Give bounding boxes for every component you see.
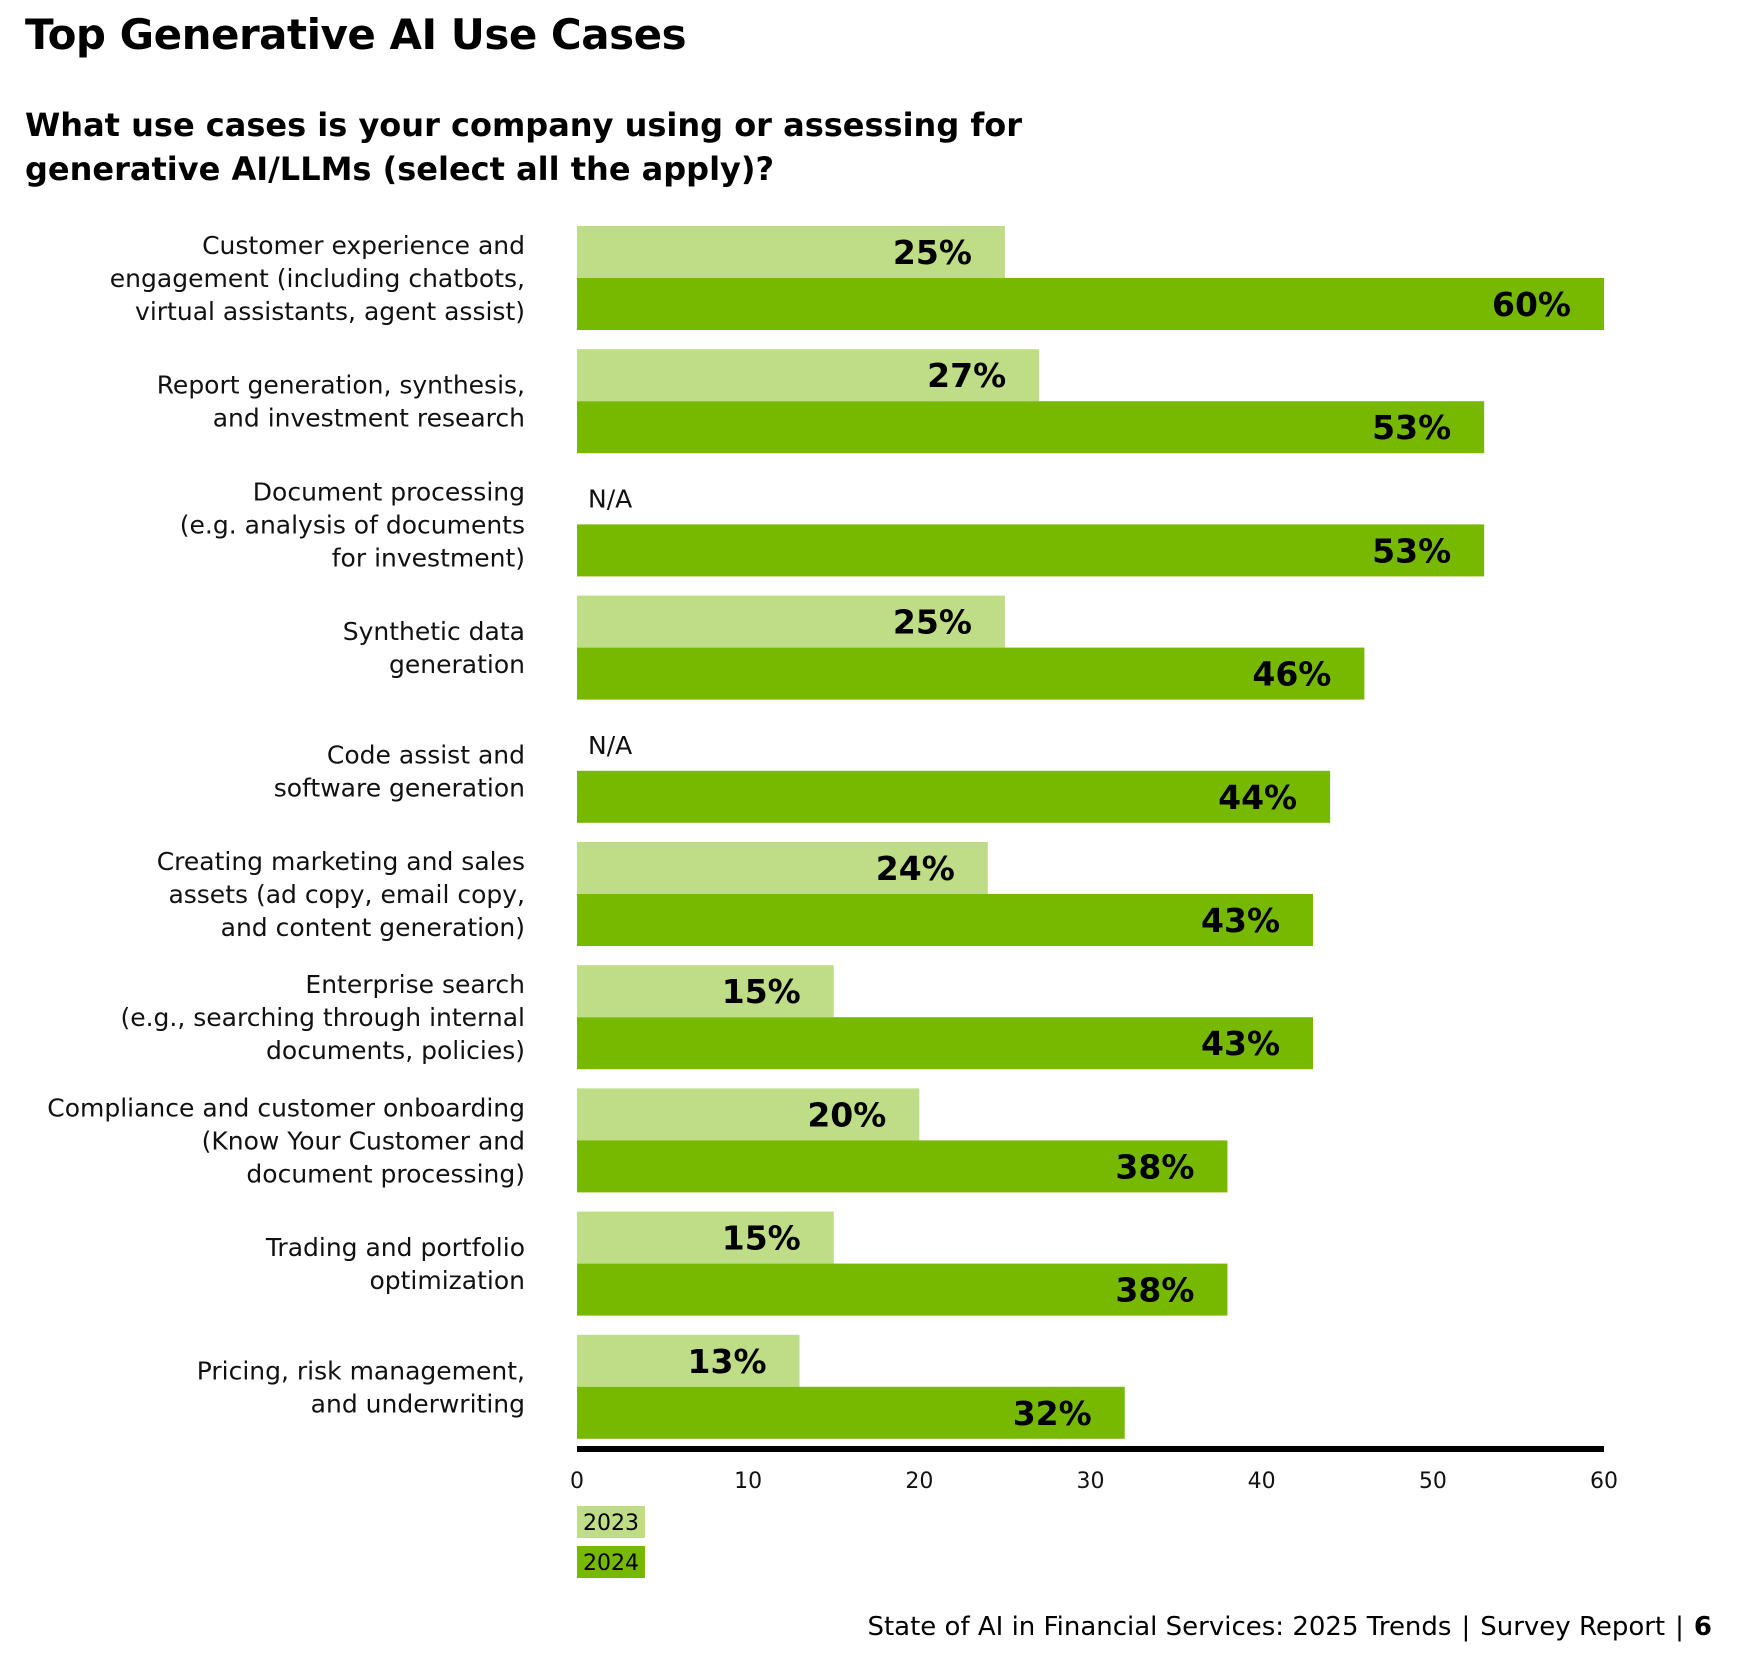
bar-2023-value-label: 13% — [688, 1342, 767, 1381]
category-label: Code assist and software generation — [274, 740, 525, 802]
bar-2023-value-label: 20% — [807, 1095, 886, 1134]
footer-separator: | — [1675, 1612, 1684, 1642]
category-label: Enterprise search (e.g., searching throug… — [120, 970, 525, 1065]
legend-label-2023: 2023 — [583, 1511, 639, 1536]
footer-section: Survey Report — [1480, 1612, 1666, 1642]
footer-page-number: 6 — [1693, 1612, 1712, 1642]
footer-report-title: State of AI in Financial Services: 2025 … — [867, 1612, 1452, 1642]
bar-2024 — [577, 894, 1314, 946]
legend-label-2024: 2024 — [583, 1551, 639, 1576]
category-label: Synthetic data generation — [343, 617, 525, 679]
bar-2024 — [577, 1386, 1125, 1439]
category-label: Trading and portfolio optimization — [265, 1233, 525, 1295]
page-footer: State of AI in Financial Services: 2025 … — [867, 1612, 1712, 1642]
footer-separator: | — [1461, 1612, 1471, 1642]
bar-2023-value-label: 25% — [893, 233, 972, 272]
bar-2024 — [577, 278, 1604, 330]
category-label: Compliance and customer onboarding (Know … — [47, 1093, 525, 1188]
x-tick-label: 30 — [1077, 1469, 1105, 1494]
x-axis-line — [577, 1446, 1604, 1452]
bar-2024-value-label: 38% — [1115, 1147, 1194, 1186]
bar-2024-value-label: 38% — [1115, 1271, 1194, 1310]
bar-2023-value-label: 27% — [927, 356, 1006, 395]
bar-2023 — [577, 226, 1005, 278]
bar-2023 — [577, 349, 1040, 402]
survey-question: What use cases is your company using or … — [25, 106, 1023, 188]
category-label: Pricing, risk management, and underwritin… — [197, 1356, 525, 1418]
bar-2024 — [577, 401, 1485, 454]
x-tick-label: 50 — [1419, 1469, 1447, 1494]
category-label: Report generation, synthesis, and investm… — [157, 371, 525, 433]
x-tick-label: 10 — [734, 1469, 762, 1494]
legend-swatch-2023 — [577, 1506, 645, 1538]
bar-2024 — [577, 770, 1331, 823]
bar-2023-na-label: N/A — [588, 484, 632, 513]
bar-2024 — [577, 1263, 1228, 1316]
category-label: Customer experience and engagement (inclu… — [110, 231, 525, 326]
bar-2024-value-label: 44% — [1218, 778, 1297, 817]
page-title: Top Generative AI Use Cases — [25, 10, 687, 59]
x-tick-label: 60 — [1590, 1469, 1618, 1494]
bar-2024-value-label: 32% — [1013, 1394, 1092, 1433]
bar-2023 — [577, 1088, 920, 1141]
legend-swatch-2024 — [577, 1546, 645, 1578]
bar-2023 — [577, 965, 834, 1018]
x-tick-label: 20 — [905, 1469, 933, 1494]
bar-2024 — [577, 647, 1365, 700]
bar-2024-value-label: 46% — [1252, 655, 1331, 694]
bar-2024-value-label: 43% — [1201, 901, 1280, 940]
bar-2024-value-label: 53% — [1372, 531, 1451, 570]
bar-2024 — [577, 524, 1485, 577]
bar-2024-value-label: 53% — [1372, 408, 1451, 447]
bar-2024-value-label: 60% — [1492, 285, 1571, 324]
bar-2023 — [577, 595, 1005, 648]
bar-2024 — [577, 1017, 1314, 1070]
bar-2023-value-label: 15% — [722, 972, 801, 1011]
category-label: Document processing (e.g. analysis of doc… — [180, 477, 525, 572]
category-label: Creating marketing and sales assets (ad c… — [157, 847, 525, 942]
bar-2023 — [577, 1334, 800, 1387]
x-tick-label: 40 — [1248, 1469, 1276, 1494]
bar-2023-value-label: 24% — [876, 849, 955, 888]
bar-2023-value-label: 25% — [893, 603, 972, 642]
bar-2023 — [577, 1211, 834, 1264]
bar-2023-value-label: 15% — [722, 1219, 801, 1258]
bar-2023-na-label: N/A — [588, 731, 632, 760]
bar-2024 — [577, 1140, 1228, 1193]
bar-2024-value-label: 43% — [1201, 1024, 1280, 1063]
x-tick-label: 0 — [570, 1469, 584, 1494]
bar-2023 — [577, 842, 988, 894]
